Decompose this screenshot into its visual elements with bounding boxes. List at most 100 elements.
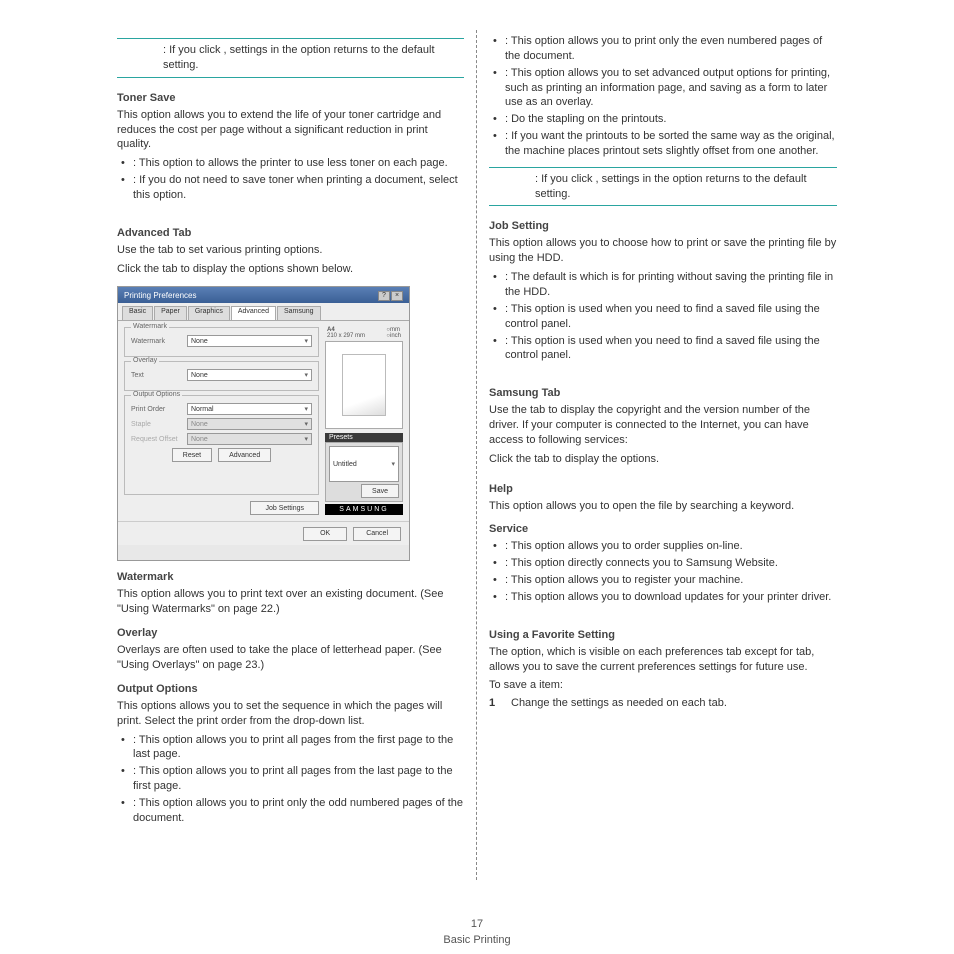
output-list-cont: : This option allows you to print only t… [489, 34, 837, 159]
ss-jobsettings-button[interactable]: Job Settings [250, 501, 319, 515]
overlay-p: Overlays are often used to take the plac… [117, 643, 464, 673]
ss-ov-label: Text [131, 372, 181, 379]
printing-preferences-screenshot: Printing Preferences ?× Basic Paper Grap… [117, 286, 410, 561]
sv-b1: : This option allows you to order suppli… [489, 539, 837, 554]
step-num-1: 1 [489, 697, 503, 709]
advtab-p2b: tab to display the options shown below. [162, 263, 353, 275]
ss-wm-label: Watermark [131, 338, 181, 345]
js-b1a: : The default [505, 271, 569, 283]
page: : If you click , settings in the option … [0, 0, 954, 890]
ss-reset-button[interactable]: Reset [172, 448, 212, 462]
ss-ov-select[interactable]: None [187, 369, 312, 381]
advtab-p1: Use the tab to set various printing opti… [117, 243, 464, 258]
samsung-tab-heading: Samsung Tab [489, 387, 837, 399]
page-number: 17 [0, 917, 954, 932]
cont-b4: : If you want the printouts to be sorted… [489, 129, 837, 159]
sv-b4: : This option allows you to download upd… [489, 590, 837, 605]
note-2-t2: , settings in the [596, 173, 673, 185]
sv-b2: : This option directly connects you to S… [489, 556, 837, 571]
ss-st-val: None [191, 421, 208, 428]
output-p: This options allows you to set the seque… [117, 699, 464, 729]
sv-b3: : This option allows you to register you… [489, 573, 837, 588]
ss-advanced-button[interactable]: Advanced [218, 448, 271, 462]
ss-window-controls: ?× [377, 290, 403, 301]
fav-p2a: To save a [489, 679, 539, 691]
rule [117, 77, 464, 78]
ss-tab-samsung[interactable]: Samsung [277, 306, 321, 320]
close-icon[interactable]: × [391, 291, 403, 301]
ss-fs-watermark: Watermark WatermarkNone [124, 327, 319, 357]
ss-tab-paper[interactable]: Paper [154, 306, 187, 320]
ss-tab-graphics[interactable]: Graphics [188, 306, 230, 320]
ss-tab-basic[interactable]: Basic [122, 306, 153, 320]
ss-inch[interactable]: inch [390, 333, 401, 339]
ss-prev-dim: 210 x 297 mm [327, 333, 365, 339]
st-p2b: tab to display the options. [534, 453, 659, 465]
cont-b3: : Do the stapling on the printouts. [489, 112, 837, 127]
jobsetting-list: : The default is which is for printing w… [489, 270, 837, 363]
samsungtab-p1: Use the tab to display the copyright and… [489, 403, 837, 448]
st-p1a: Use the [489, 404, 530, 416]
fav-step-1: 1 Change the settings as needed on each … [489, 697, 837, 709]
advtab-p2a: Click the [117, 263, 162, 275]
advtab-p2: Click the tab to display the options sho… [117, 262, 464, 277]
watermark-heading: Watermark [117, 571, 464, 583]
page-footer: 17 Basic Printing [0, 917, 954, 948]
jobsetting-p: This option allows you to choose how to … [489, 236, 837, 266]
ss-ov-val: None [191, 372, 208, 379]
ss-ok-button[interactable]: OK [303, 527, 347, 541]
ss-ro-val: None [191, 436, 208, 443]
advanced-tab-heading: Advanced Tab [117, 227, 464, 239]
ss-wm-select[interactable]: None [187, 335, 312, 347]
ss-left-pane: Watermark WatermarkNone Overlay TextNone… [124, 327, 319, 515]
ss-preset-select[interactable]: Untitled [329, 446, 399, 482]
note-1-t1: : If you click [163, 44, 224, 56]
toner-save-p: This option allows you to extend the lif… [117, 108, 464, 153]
ss-po-select[interactable]: Normal [187, 403, 312, 415]
st-p1b: tab to display the copyright and the ver… [489, 404, 810, 446]
ss-presets-label: Presets [325, 433, 403, 442]
ss-presets-body: Untitled Save [325, 442, 403, 502]
fav-p2b: item: [539, 679, 563, 691]
ss-footer: OK Cancel [118, 521, 409, 545]
rule [117, 38, 464, 39]
ss-po-val: Normal [191, 406, 214, 413]
ss-title-text: Printing Preferences [124, 291, 196, 300]
toner-b1: : This option to allows the printer to u… [117, 156, 464, 171]
output-list: : This option allows you to print all pa… [117, 733, 464, 826]
cont-b1: : This option allows you to print only t… [489, 34, 837, 64]
ss-po-label: Print Order [131, 406, 181, 413]
ss-save-button[interactable]: Save [361, 484, 399, 498]
ss-st-label: Staple [131, 421, 181, 428]
ss-page-icon [342, 354, 386, 416]
help-icon[interactable]: ? [378, 291, 390, 301]
toner-b2: : If you do not need to save toner when … [117, 173, 464, 203]
fav-p1a: The [489, 646, 511, 658]
right-column: : This option allows you to print only t… [477, 30, 849, 880]
note-1-text: : If you click , settings in the option … [117, 41, 464, 75]
jobsetting-heading: Job Setting [489, 220, 837, 232]
watermark-p: This option allows you to print text ove… [117, 587, 464, 617]
fav-p1b: option, which is visible on each prefere… [511, 646, 796, 658]
ss-fs-watermark-lab: Watermark [131, 323, 169, 330]
favorites-heading: Using a Favorite Setting [489, 629, 837, 641]
help-p1: This option allows you to open the [489, 500, 658, 512]
ss-fs-overlay-lab: Overlay [131, 357, 159, 364]
ss-fs-output-lab: Output Options [131, 391, 182, 398]
output-b2: : This option allows you to print all pa… [117, 764, 464, 794]
note-box-1: : If you click , settings in the option … [117, 38, 464, 78]
samsungtab-p2: Click the tab to display the options. [489, 452, 837, 467]
note-2-text: : If you click , settings in the option … [489, 170, 837, 204]
js-b1b: is [569, 271, 580, 283]
toner-save-list: : This option to allows the printer to u… [117, 156, 464, 203]
advtab-p1a: Use the [117, 244, 158, 256]
ss-right-pane: A4210 x 297 mm ○mm○inch Presets Untitled… [325, 327, 403, 515]
help-heading: Help [489, 483, 837, 495]
ss-cancel-button[interactable]: Cancel [353, 527, 401, 541]
ss-tab-advanced[interactable]: Advanced [231, 306, 276, 320]
ss-titlebar: Printing Preferences ?× [118, 287, 409, 303]
ss-preset-val: Untitled [333, 461, 357, 468]
output-b3: : This option allows you to print only t… [117, 796, 464, 826]
note-box-2: : If you click , settings in the option … [489, 167, 837, 207]
note-2-t1: : If you click [535, 173, 596, 185]
